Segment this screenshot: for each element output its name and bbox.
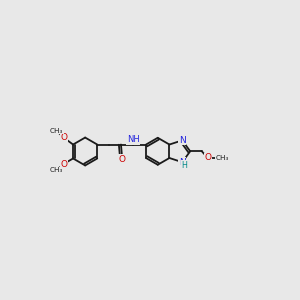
Text: O: O (60, 133, 67, 142)
Text: N: N (179, 158, 186, 167)
Text: O: O (204, 153, 211, 162)
Text: CH₃: CH₃ (50, 128, 64, 134)
Text: NH: NH (127, 135, 140, 144)
Text: CH₃: CH₃ (216, 155, 229, 161)
Text: O: O (60, 160, 67, 169)
Text: N: N (179, 136, 186, 145)
Text: CH₃: CH₃ (50, 167, 64, 173)
Text: O: O (118, 155, 125, 164)
Text: H: H (181, 161, 187, 170)
